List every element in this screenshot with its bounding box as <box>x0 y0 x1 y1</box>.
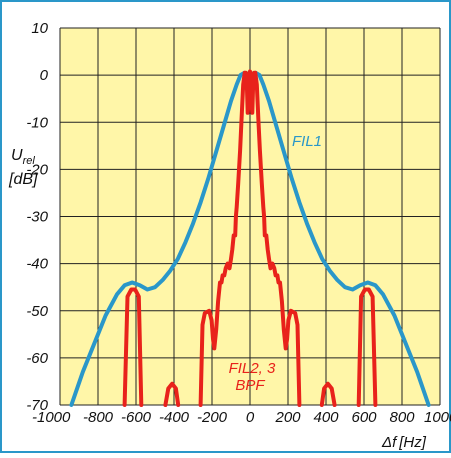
x-tick-label: -200 <box>197 409 228 426</box>
x-tick-label: 400 <box>313 409 339 426</box>
y-tick-label: -70 <box>26 397 48 414</box>
x-tick-label: -800 <box>83 409 114 426</box>
x-tick-label: 0 <box>246 409 255 426</box>
x-axis-unit: [Hz] <box>398 434 427 451</box>
series-fil2-3-bpf-line <box>356 287 378 407</box>
x-tick-label: 600 <box>351 409 377 426</box>
y-axis-unit: [dB] <box>8 171 38 188</box>
x-tick-label: 200 <box>274 409 301 426</box>
fil2-3-label-line1: FIL2, 3 <box>229 360 276 377</box>
y-tick-label: 0 <box>40 67 49 84</box>
y-axis-subscript: rel <box>23 155 36 167</box>
x-axis-label: Δf [Hz] <box>381 434 427 451</box>
series-fil2-3-bpf-line <box>163 381 181 407</box>
x-tick-label: -1000 <box>32 409 71 426</box>
y-tick-label: -30 <box>26 209 48 226</box>
x-tick-label: -400 <box>159 409 190 426</box>
x-tick-label: 800 <box>389 409 415 426</box>
x-tick-label: -600 <box>121 409 152 426</box>
series-layer <box>69 69 431 407</box>
series-fil2-3-bpf-line <box>122 287 144 407</box>
y-tick-label: -40 <box>26 256 48 273</box>
y-tick-label: 10 <box>31 20 48 37</box>
x-tick-labels: -1000 -800 -600 -400 -200 0 200 400 600 800 1000 <box>32 409 451 426</box>
y-tick-label: -50 <box>26 303 48 320</box>
fil2-3-label-line2: BPF <box>235 377 265 394</box>
y-tick-label: -60 <box>26 350 48 367</box>
x-tick-label: 1000 <box>424 409 451 426</box>
fil1-label: FIL1 <box>292 133 322 150</box>
series-fil2-3-bpf-line <box>319 381 337 407</box>
y-tick-label: -20 <box>26 161 48 178</box>
y-axis-symbol: U <box>11 147 23 164</box>
y-axis-label-symbol: Urel <box>11 147 35 167</box>
x-axis-symbol: Δf <box>381 434 398 451</box>
y-tick-label: -10 <box>26 114 48 131</box>
y-tick-labels: 10 0 -10 -20 -30 -40 -50 -60 -70 <box>26 20 48 414</box>
series-fil2-3-bpf-line <box>198 69 302 407</box>
